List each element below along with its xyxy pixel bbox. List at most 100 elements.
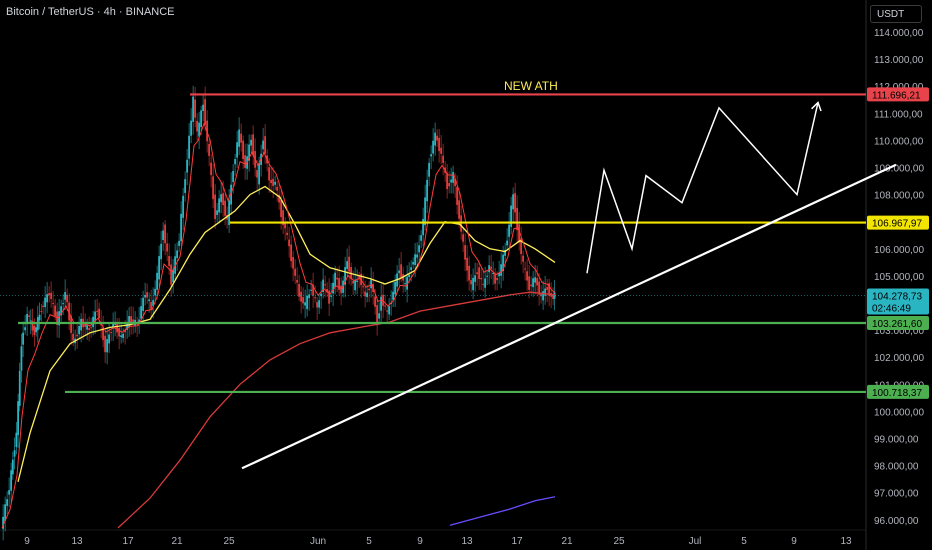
x-tick-label: 21 — [561, 536, 573, 547]
candle-body — [138, 319, 140, 322]
candle-body — [202, 104, 204, 112]
candle-body — [4, 504, 6, 522]
candle-body — [428, 162, 430, 177]
candle-body — [528, 276, 530, 290]
candle-body — [56, 311, 58, 325]
y-tick-label: 111.000,00 — [874, 109, 923, 120]
candle-body — [318, 300, 320, 308]
candle-body — [166, 243, 168, 252]
candle-body — [352, 281, 354, 284]
candle-body — [322, 279, 324, 293]
candle-body — [152, 300, 154, 306]
candle-body — [40, 311, 43, 313]
y-tick-label: 99.000,00 — [874, 435, 919, 446]
candle-body — [284, 223, 286, 229]
currency-button[interactable]: USDT — [870, 5, 922, 23]
candle-body — [122, 333, 124, 339]
candle-body — [338, 278, 340, 290]
candle-body — [412, 262, 414, 265]
candle-body — [98, 308, 100, 319]
candle-body — [286, 232, 288, 235]
candle-body — [164, 224, 166, 244]
candle-body — [184, 179, 186, 193]
candle-body — [300, 291, 302, 302]
candle-body — [326, 289, 328, 293]
candle-body — [508, 224, 510, 237]
candle-body — [270, 179, 272, 184]
candle-body — [218, 198, 220, 213]
moving-average-line — [117, 291, 556, 529]
candle-body — [128, 316, 130, 328]
candle-body — [532, 278, 534, 288]
candle-body — [236, 142, 238, 158]
candle-body — [478, 267, 480, 279]
candle-body — [404, 283, 406, 285]
candle-body — [186, 159, 188, 173]
candle-body — [536, 278, 538, 286]
candle-body — [386, 310, 388, 312]
candle-body — [374, 296, 376, 307]
candle-body — [182, 195, 184, 218]
candle-body — [110, 332, 112, 334]
candle-body — [448, 183, 450, 187]
candle-body — [228, 200, 230, 225]
candle-body — [296, 280, 298, 283]
candle-body — [262, 140, 264, 150]
candle-body — [292, 257, 294, 269]
candle-body — [340, 285, 342, 294]
candle-body — [490, 266, 492, 269]
price-label-text: 111.696,21 — [872, 90, 921, 101]
candle-body — [66, 294, 68, 303]
candle-body — [118, 327, 120, 337]
price-label-tag — [867, 316, 929, 331]
candle-body — [376, 305, 378, 326]
candle-body — [190, 120, 192, 136]
candle-body — [520, 238, 522, 255]
candle-body — [84, 323, 86, 327]
candle-body — [470, 280, 472, 285]
candle-body — [116, 323, 118, 333]
candle-body — [356, 280, 358, 283]
candle-body — [258, 163, 260, 185]
candle-body — [62, 303, 64, 305]
candle-body — [72, 333, 74, 341]
y-tick-label: 98.000,00 — [874, 462, 919, 473]
price-label-tag — [867, 87, 929, 102]
y-tick-label: 114.000,00 — [874, 28, 924, 39]
projection-arrow-head — [811, 101, 822, 112]
candle-body — [482, 283, 484, 285]
candle-body — [10, 470, 12, 491]
candle-body — [42, 305, 44, 308]
x-tick-label: 13 — [71, 536, 83, 547]
candle-body — [504, 249, 506, 256]
candle-body — [450, 179, 452, 183]
candle-body — [336, 277, 338, 280]
x-tick-label: Jul — [689, 536, 702, 547]
candle-body — [414, 254, 416, 265]
candle-body — [422, 219, 424, 236]
candle-body — [462, 234, 464, 242]
candle-body — [380, 296, 382, 311]
candle-body — [150, 302, 152, 310]
candle-body — [498, 272, 500, 277]
candle-body — [314, 297, 316, 299]
candle-body — [480, 277, 482, 280]
candle-body — [126, 322, 128, 330]
candle-body — [24, 327, 26, 331]
candle-body — [474, 275, 476, 282]
candle-body — [456, 186, 458, 205]
new-ath-annotation: NEW ATH — [504, 79, 558, 93]
x-tick-label: 25 — [223, 536, 235, 547]
candle-body — [212, 176, 214, 200]
candle-body — [324, 284, 326, 286]
candle-body — [250, 139, 252, 146]
candle-body — [256, 170, 258, 178]
candle-body — [416, 254, 418, 258]
candle-body — [280, 200, 282, 218]
candle-body — [486, 275, 488, 277]
price-label-tag — [867, 288, 929, 315]
candle-body — [388, 306, 390, 315]
price-countdown-text: 02:46:49 — [872, 303, 911, 314]
candle-body — [90, 327, 92, 329]
